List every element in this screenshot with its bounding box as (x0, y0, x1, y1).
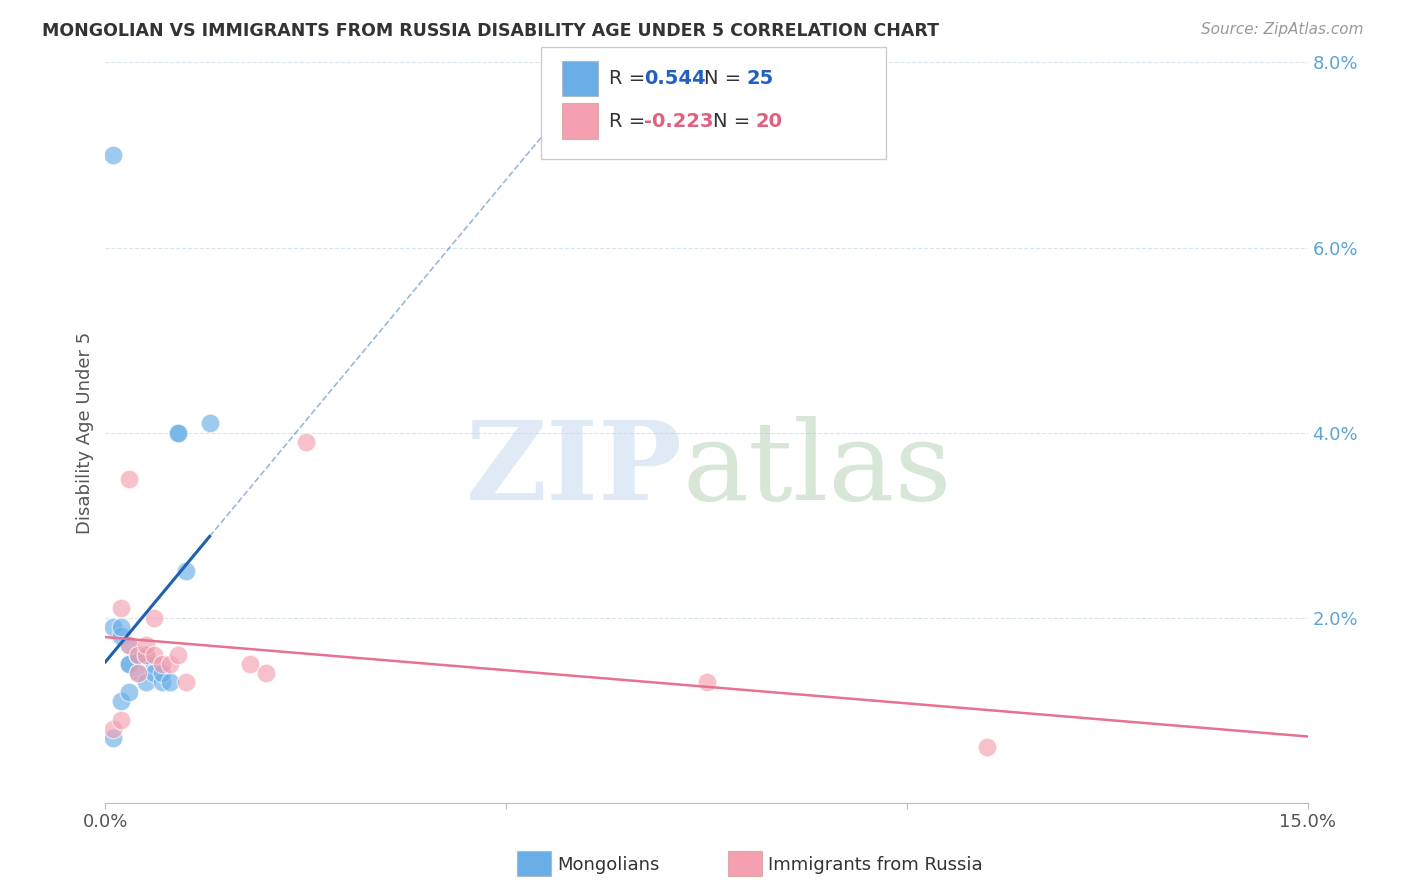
Point (142, 611, 165, 625)
Text: N =: N = (704, 69, 748, 88)
Point (239, 657, 262, 671)
Point (295, 434, 318, 449)
Point (198, 417, 221, 431)
Point (135, 648, 157, 662)
Point (110, 601, 132, 615)
Text: atlas: atlas (682, 417, 952, 523)
Point (696, 675, 718, 690)
Point (127, 648, 149, 662)
Text: Source: ZipAtlas.com: Source: ZipAtlas.com (1201, 22, 1364, 37)
Point (127, 666, 149, 681)
Point (110, 694, 132, 708)
Point (254, 666, 277, 681)
Point (118, 657, 141, 671)
Point (150, 666, 173, 681)
Point (166, 648, 188, 662)
Y-axis label: Disability Age Under 5: Disability Age Under 5 (76, 332, 94, 533)
Point (127, 666, 149, 681)
Text: Immigrants from Russia: Immigrants from Russia (768, 856, 983, 874)
Point (103, 731, 125, 745)
Point (135, 639, 157, 653)
Text: -0.223: -0.223 (644, 112, 713, 131)
Text: R =: R = (609, 69, 651, 88)
Point (135, 648, 157, 662)
Point (127, 648, 149, 662)
Point (110, 629, 132, 643)
Point (127, 648, 149, 662)
Point (135, 675, 157, 690)
Point (135, 648, 157, 662)
Point (159, 657, 181, 671)
Point (118, 657, 141, 671)
Point (142, 648, 165, 662)
Text: 0.544: 0.544 (644, 69, 706, 88)
Text: ZIP: ZIP (465, 417, 682, 523)
Point (118, 472, 141, 486)
Point (110, 713, 132, 727)
Point (159, 675, 181, 690)
Point (142, 666, 165, 681)
Text: 20: 20 (755, 112, 782, 131)
Point (118, 639, 141, 653)
Point (118, 685, 141, 699)
Point (166, 425, 188, 440)
Text: 25: 25 (747, 69, 773, 88)
Point (166, 425, 188, 440)
Point (103, 148, 125, 162)
Point (110, 620, 132, 634)
Point (103, 620, 125, 634)
Point (103, 722, 125, 736)
Text: MONGOLIAN VS IMMIGRANTS FROM RUSSIA DISABILITY AGE UNDER 5 CORRELATION CHART: MONGOLIAN VS IMMIGRANTS FROM RUSSIA DISA… (42, 22, 939, 40)
Point (174, 565, 197, 579)
Point (976, 740, 998, 755)
Text: Mongolians: Mongolians (557, 856, 659, 874)
Point (142, 657, 165, 671)
Point (118, 639, 141, 653)
Point (150, 675, 173, 690)
Text: R =: R = (609, 112, 651, 131)
Text: N =: N = (713, 112, 756, 131)
Point (174, 675, 197, 690)
Point (150, 657, 173, 671)
